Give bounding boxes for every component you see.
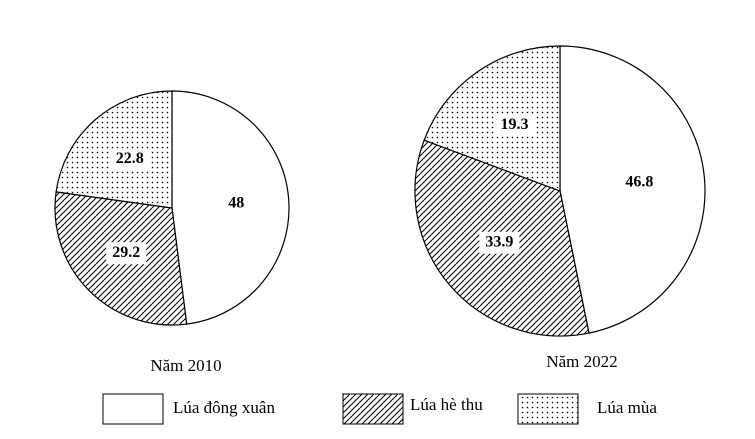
legend-swatch [517,393,579,425]
pie-slice [423,45,561,192]
legend-swatch [342,393,404,425]
legend: Lúa đông xuân Lúa hè thu Lúa mùa [102,393,657,425]
label-bg [216,192,257,215]
chart-title: Năm 2010 [150,356,221,375]
legend-label: Lúa đông xuân [173,398,275,417]
legend-swatch [102,393,164,425]
legend-label: Lúa mùa [597,398,657,417]
data-label: 48 [228,195,244,212]
data-label: 46.8 [625,174,653,191]
label-bg [619,171,660,194]
data-label: 33.9 [485,233,513,250]
label-bg [479,231,520,254]
chart-title: Năm 2022 [546,352,617,371]
data-label: 22.8 [116,150,144,167]
label-bg [494,114,535,137]
legend-label: Lúa hè thu [410,395,483,414]
data-label: 19.3 [501,116,529,133]
label-bg [106,242,147,265]
data-label: 29.2 [112,244,140,261]
label-bg [109,148,150,171]
